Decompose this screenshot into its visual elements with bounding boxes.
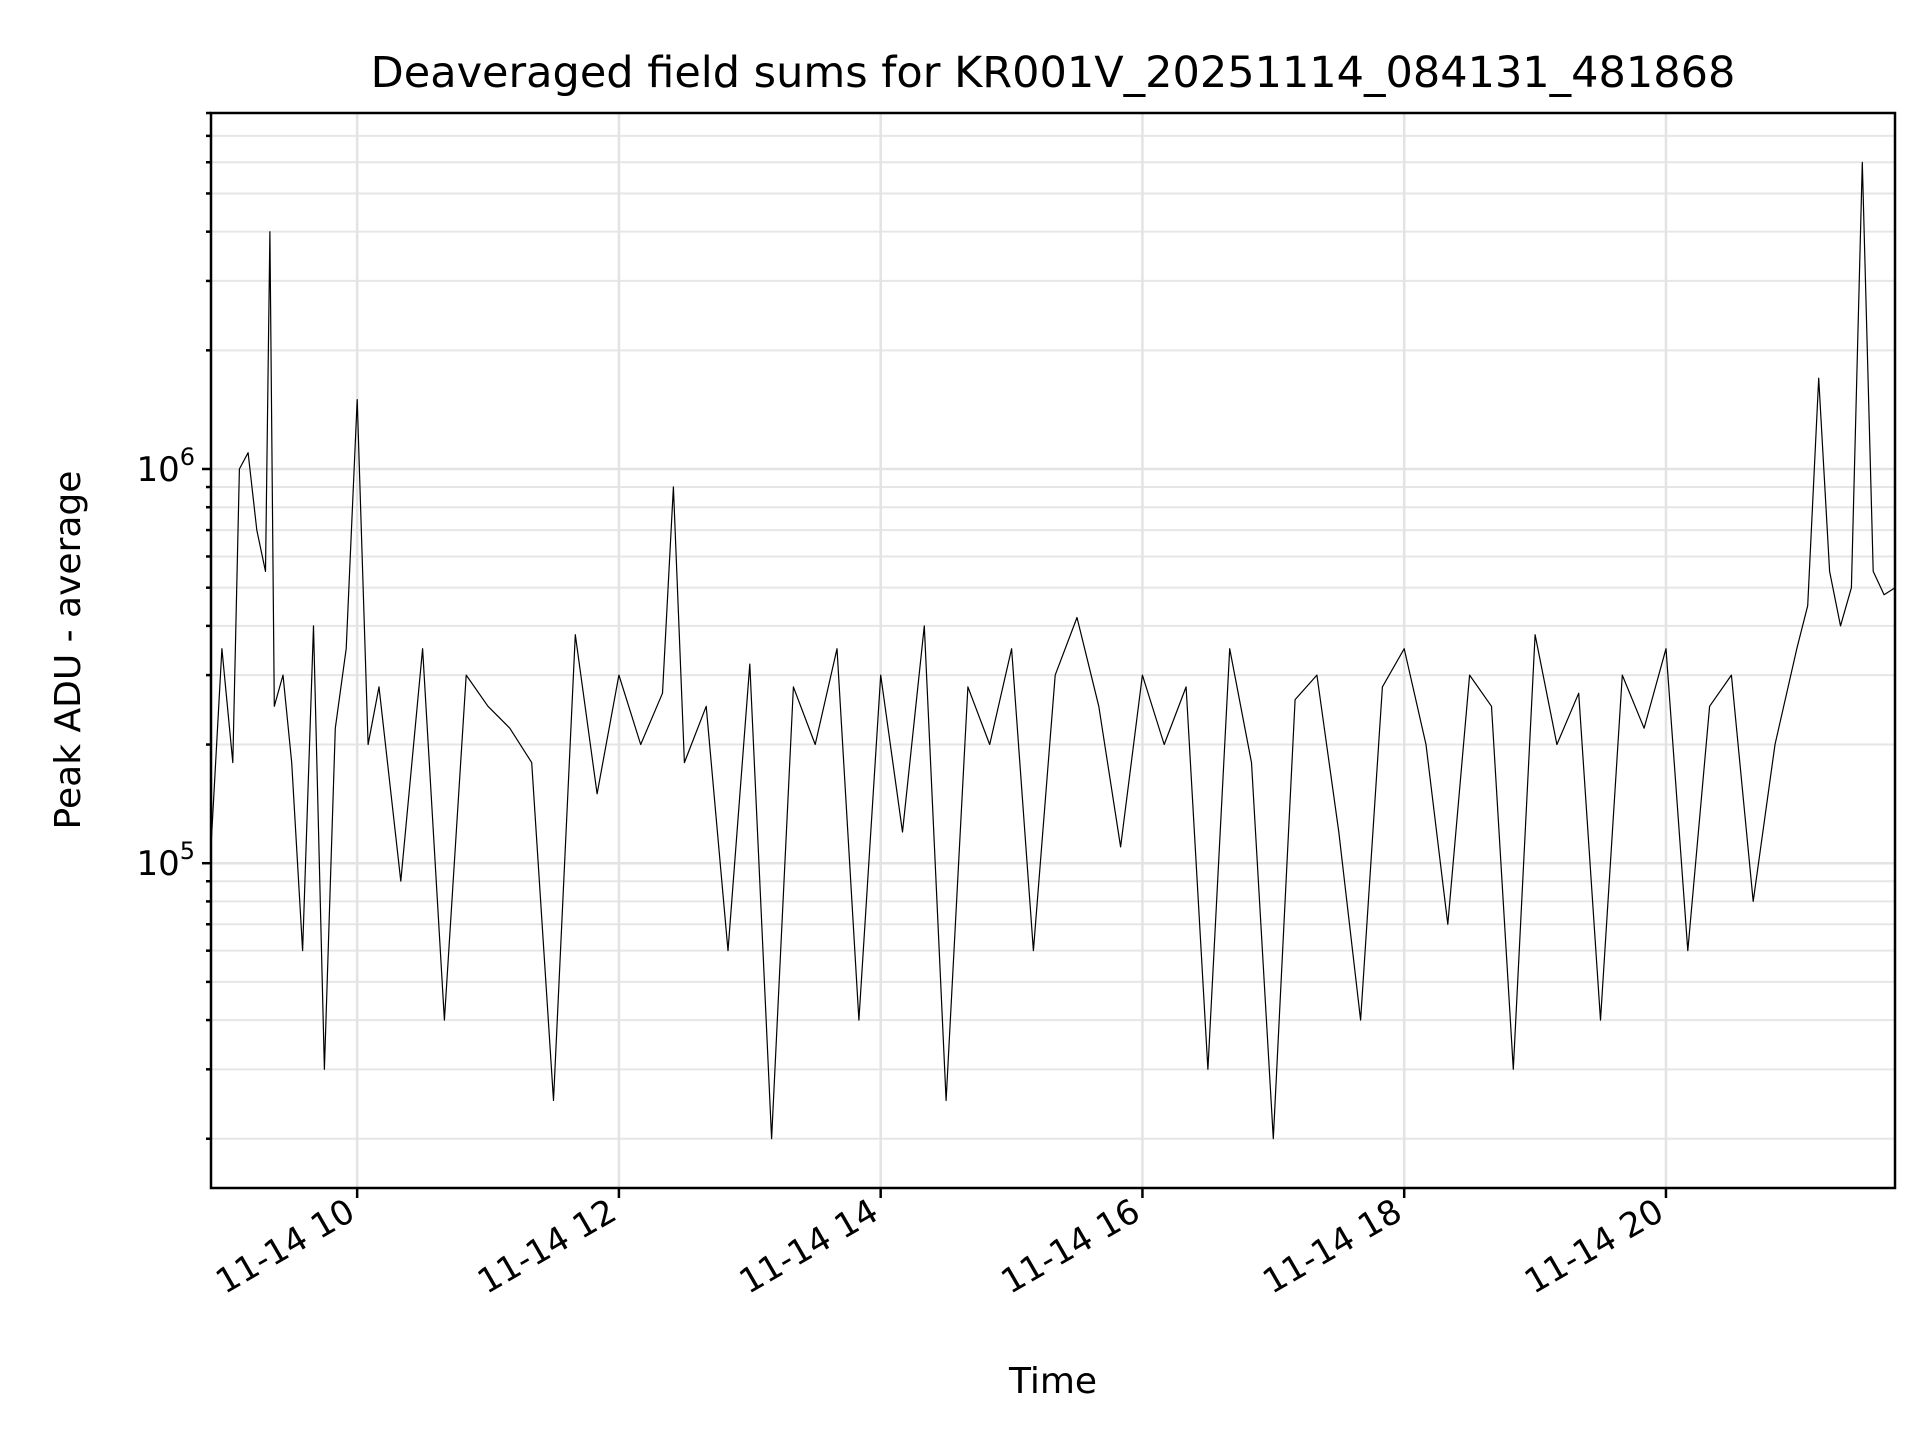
y-tick-label: 106 xyxy=(136,443,195,490)
grid xyxy=(211,112,1895,1188)
series-layer xyxy=(210,161,1896,1140)
series-line xyxy=(210,161,1896,1140)
y-axis-label: Peak ADU - average xyxy=(48,471,89,830)
y-tick-label: 105 xyxy=(136,837,195,884)
chart-title: Deaveraged field sums for KR001V_2025111… xyxy=(371,48,1736,98)
x-axis-label: Time xyxy=(1008,1361,1097,1402)
plot-frame xyxy=(209,111,1897,1190)
